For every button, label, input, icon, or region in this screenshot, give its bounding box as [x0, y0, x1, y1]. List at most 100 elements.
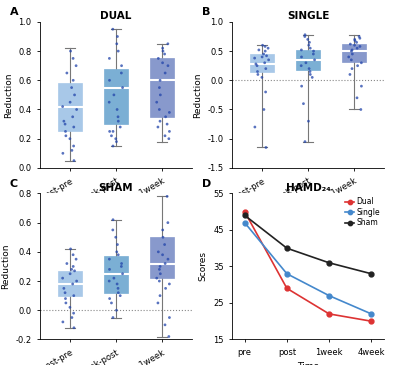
Point: [259, 54, 265, 60]
Sham: [369, 272, 374, 276]
Point: [63, 300, 69, 306]
Point: [73, 63, 79, 69]
Point: [110, 315, 116, 320]
Point: [262, 66, 269, 72]
Point: [155, 55, 162, 61]
Point: [70, 281, 76, 287]
Point: [306, 66, 312, 72]
Point: [311, 57, 318, 63]
Point: [118, 63, 125, 69]
Bar: [58, 83, 82, 131]
Line: Dual: Dual: [242, 209, 374, 324]
Point: [347, 72, 353, 77]
Point: [155, 249, 162, 255]
Bar: [104, 69, 128, 124]
Sham: [242, 213, 247, 218]
Point: [357, 35, 363, 41]
Point: [110, 26, 116, 32]
Point: [71, 268, 78, 274]
Point: [165, 220, 171, 226]
Point: [111, 275, 117, 281]
Bar: [58, 271, 82, 296]
Point: [106, 256, 112, 262]
Point: [62, 128, 69, 134]
Point: [263, 145, 269, 150]
Point: [162, 70, 168, 76]
Point: [349, 51, 356, 57]
Point: [70, 55, 76, 61]
Point: [70, 252, 76, 258]
Point: [161, 242, 168, 247]
Point: [356, 34, 362, 39]
Point: [309, 74, 316, 80]
Point: [115, 118, 122, 124]
Point: [70, 293, 77, 299]
Point: [117, 124, 124, 130]
Text: A: A: [10, 7, 18, 17]
Point: [298, 54, 305, 60]
Dual: [327, 312, 332, 316]
Point: [357, 43, 363, 49]
Point: [156, 85, 163, 91]
Point: [162, 261, 168, 266]
Title: SINGLE: SINGLE: [287, 11, 329, 21]
Point: [70, 310, 77, 316]
Point: [358, 107, 364, 112]
Point: [160, 234, 166, 240]
Point: [154, 275, 160, 281]
Point: [166, 281, 172, 287]
Point: [162, 322, 168, 328]
Point: [310, 51, 316, 57]
Point: [160, 227, 166, 233]
Point: [262, 43, 268, 49]
Point: [112, 234, 119, 240]
Point: [106, 99, 112, 105]
Point: [60, 104, 66, 110]
Point: [106, 278, 112, 284]
Point: [108, 300, 115, 306]
Point: [154, 99, 160, 105]
Point: [71, 325, 77, 331]
Point: [261, 107, 267, 112]
Point: [62, 296, 69, 301]
Point: [110, 143, 116, 149]
Text: C: C: [10, 179, 18, 189]
Point: [358, 83, 365, 89]
Point: [64, 261, 70, 266]
Point: [106, 296, 113, 301]
Point: [67, 271, 73, 277]
Point: [60, 319, 66, 325]
Point: [63, 133, 69, 139]
Point: [70, 143, 77, 149]
Point: [114, 107, 120, 112]
Point: [157, 118, 163, 124]
Point: [118, 70, 124, 76]
Point: [155, 300, 161, 306]
Point: [155, 124, 161, 130]
Point: [74, 107, 80, 112]
Point: [162, 133, 168, 139]
X-axis label: Time: Time: [297, 362, 319, 365]
Point: [69, 315, 75, 320]
Point: [349, 66, 355, 72]
Point: [265, 45, 271, 51]
Point: [110, 128, 116, 134]
Point: [157, 271, 164, 277]
Point: [346, 54, 352, 60]
Point: [302, 34, 308, 39]
Line: Sham: Sham: [242, 213, 374, 276]
Point: [74, 278, 80, 284]
Title: HAMD₂₄: HAMD₂₄: [286, 182, 330, 193]
Point: [354, 63, 361, 69]
Legend: Dual, Single, Sham: Dual, Single, Sham: [342, 194, 383, 230]
Point: [262, 89, 269, 95]
Point: [352, 36, 358, 42]
Text: B: B: [202, 7, 210, 17]
Point: [303, 60, 309, 66]
Point: [307, 72, 314, 77]
Point: [255, 72, 261, 77]
Point: [165, 63, 171, 69]
Point: [118, 264, 124, 269]
Point: [349, 47, 355, 53]
Point: [114, 34, 121, 39]
